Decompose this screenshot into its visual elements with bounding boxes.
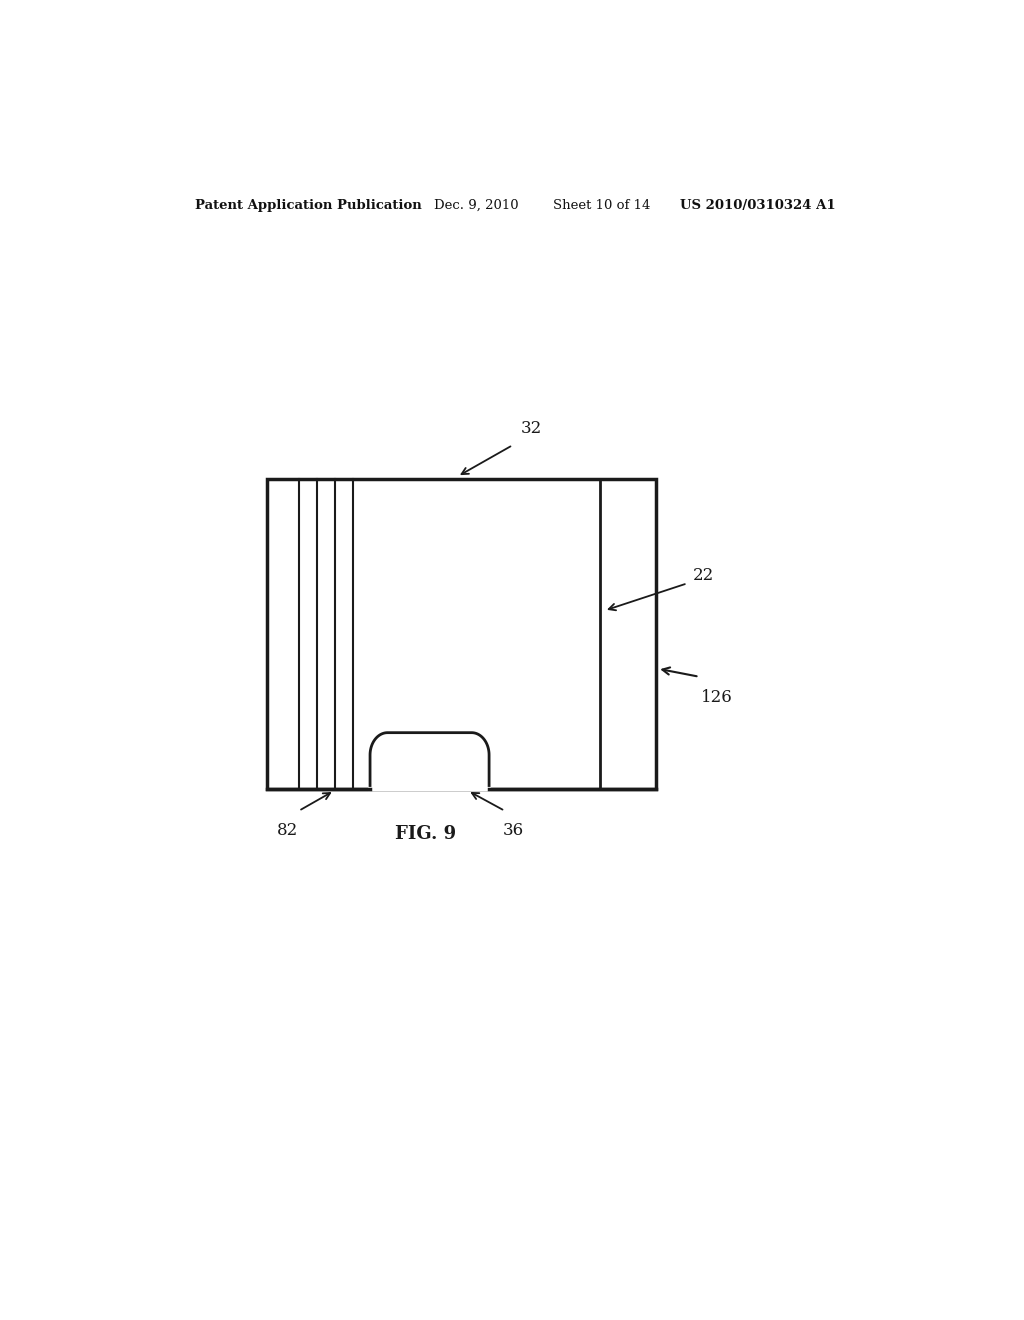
Text: Dec. 9, 2010: Dec. 9, 2010 [433, 198, 518, 211]
Text: 22: 22 [693, 566, 715, 583]
Text: Sheet 10 of 14: Sheet 10 of 14 [553, 198, 650, 211]
Text: US 2010/0310324 A1: US 2010/0310324 A1 [680, 198, 836, 211]
Text: FIG. 9: FIG. 9 [395, 825, 456, 843]
Text: 126: 126 [701, 689, 733, 706]
Bar [267, 479, 655, 788]
Text: 82: 82 [278, 822, 298, 840]
Text: 36: 36 [503, 822, 523, 840]
Text: 32: 32 [521, 420, 542, 437]
Polygon shape [370, 733, 489, 788]
Text: Patent Application Publication: Patent Application Publication [196, 198, 422, 211]
